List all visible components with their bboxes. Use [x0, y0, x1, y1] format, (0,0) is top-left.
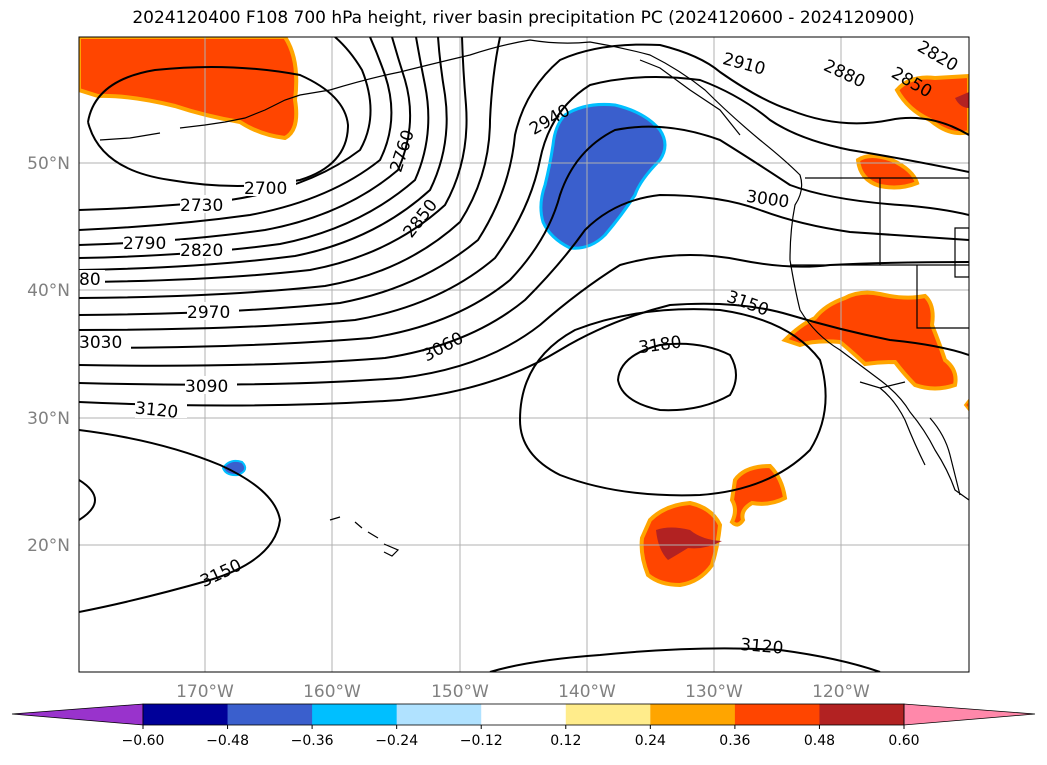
colorbar-tick-label: 0.24	[635, 733, 666, 749]
colorbar-cell	[565, 704, 651, 725]
colorbar-cell	[819, 704, 905, 725]
precip-positive-california-edge	[963, 398, 969, 412]
contour-label-3090: 3090	[185, 377, 228, 397]
precip-positive-bc-coast	[894, 73, 969, 136]
precip-negative-small	[221, 459, 247, 477]
colorbar-tick-label: 0.60	[888, 733, 919, 749]
lat-label-40n: 40°N	[27, 281, 70, 301]
lon-label-120w: 120°W	[812, 682, 870, 702]
map-plot-area: 2700 2730 2790 2820 80 2970 3030 3090 31…	[79, 37, 969, 672]
lon-label-150w: 150°W	[431, 682, 489, 702]
precip-positive-subtropical-east	[729, 463, 788, 527]
colorbar-cell	[312, 704, 398, 725]
colorbar-tick-label: −0.36	[291, 733, 334, 749]
contour-label-3120-south: 3120	[739, 635, 784, 659]
colorbar-tick-label: −0.48	[206, 733, 249, 749]
colorbar-tick-label: 0.12	[550, 733, 581, 749]
colorbar-cell	[143, 704, 229, 725]
contour-label-2790: 2790	[123, 234, 166, 254]
colorbar-low-extension	[11, 703, 144, 726]
height-contours	[79, 37, 969, 672]
colorbar-tick-label: −0.24	[375, 733, 418, 749]
colorbar-cell	[481, 704, 567, 725]
gridlines	[79, 37, 969, 672]
precip-positive-california	[781, 290, 958, 391]
coastlines	[99, 39, 969, 557]
colorbar-cells	[143, 704, 905, 725]
contour-label-3030: 3030	[79, 333, 122, 353]
precip-fills	[79, 37, 969, 588]
precip-positive-washington	[855, 154, 920, 190]
colorbar-cell	[396, 704, 482, 725]
lat-label-30n: 30°N	[27, 409, 70, 429]
precip-strong-subtropical	[656, 527, 722, 560]
lon-label-140w: 140°W	[558, 682, 616, 702]
map-title: 2024120400 F108 700 hPa height, river ba…	[132, 8, 915, 28]
contour-label-3120: 3120	[134, 398, 179, 422]
colorbar-cell	[734, 704, 820, 725]
precip-negative-gulf-alaska	[539, 103, 667, 250]
contour-label-2970: 2970	[187, 303, 230, 323]
colorbar-cell	[650, 704, 736, 725]
lat-label-50n: 50°N	[27, 154, 70, 174]
colorbar-tick-label: 0.48	[804, 733, 835, 749]
map-frame	[78, 36, 970, 673]
lon-label-160w: 160°W	[303, 682, 361, 702]
colorbar-tick-label: −0.12	[460, 733, 503, 749]
contour-label-2730: 2730	[180, 196, 223, 216]
colorbar-tick-label: 0.36	[719, 733, 750, 749]
colorbar-cell	[227, 704, 313, 725]
colorbar-high-extension	[903, 703, 1036, 726]
latitude-labels: 50°N 40°N 30°N 20°N	[27, 154, 70, 556]
contour-label-2820: 2820	[180, 241, 223, 261]
precip-positive-aleutians	[79, 37, 299, 141]
colorbar-ticks: −0.60 −0.48 −0.36 −0.24 −0.12 0.12 0.24 0.36 0.4…	[122, 725, 920, 749]
lon-label-170w: 170°W	[176, 682, 234, 702]
lon-label-130w: 130°W	[685, 682, 743, 702]
colorbar-tick-label: −0.60	[122, 733, 165, 749]
colorbar-frame	[142, 703, 905, 726]
colorbar: −0.60 −0.48 −0.36 −0.24 −0.12 0.12 0.24 0.36 0.4…	[11, 703, 1036, 749]
lat-label-20n: 20°N	[27, 536, 70, 556]
precip-strong-bc-coast	[955, 92, 969, 108]
longitude-labels: 170°W 160°W 150°W 140°W 130°W 120°W	[176, 682, 870, 702]
contour-label-2700: 2700	[244, 179, 287, 199]
contour-label-2880-west: 80	[79, 270, 101, 290]
